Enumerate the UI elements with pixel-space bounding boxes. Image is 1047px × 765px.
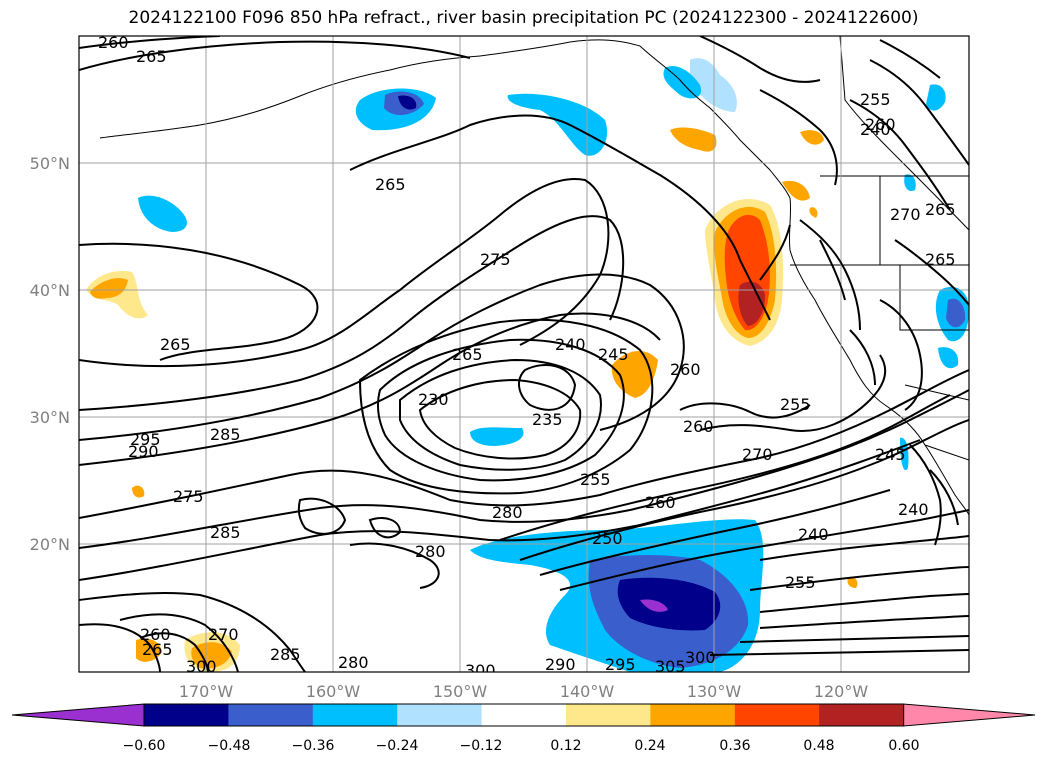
colorbar-segment	[312, 704, 398, 726]
contour-label: 240	[798, 525, 829, 544]
lon-label-170w: 170°W	[179, 682, 234, 701]
coastlines	[99, 36, 969, 516]
colorbar-segment	[228, 704, 314, 726]
contour-label: 230	[418, 390, 449, 409]
contour-label: 265	[142, 640, 173, 659]
lat-label-20n: 20°N	[30, 535, 70, 554]
colorbar-tick-label: 0.24	[634, 738, 665, 754]
lon-label-140w: 140°W	[560, 682, 615, 701]
colorbar-segment	[481, 704, 567, 726]
contour-label: 285	[210, 523, 241, 542]
contour-label: 265	[160, 335, 191, 354]
contour-label: 280	[492, 503, 523, 522]
contour-label: 255	[860, 90, 891, 109]
contour-label: 265	[452, 345, 483, 364]
contour-label: 255	[580, 470, 611, 489]
contour-label: 235	[532, 410, 563, 429]
colorbar-tick-label: −0.48	[208, 738, 251, 754]
contour-label: 265	[375, 175, 406, 194]
contour-label: 285	[270, 645, 301, 664]
contour-label: 275	[173, 487, 204, 506]
colorbar-tick-label: 0.36	[719, 738, 750, 754]
colorbar-tick-label: 0.48	[803, 738, 834, 754]
contour-label: 260	[683, 417, 714, 436]
contour-label: 265	[925, 200, 956, 219]
colorbar-tick-label: 0.12	[550, 738, 581, 754]
contour-label: 300	[685, 648, 716, 667]
map-area: 260 265 265 275 265 245 240 265 235 230 …	[79, 33, 969, 680]
map-frame	[78, 35, 970, 673]
colorbar-extend-left	[11, 703, 145, 727]
lon-label-150w: 150°W	[433, 682, 488, 701]
contour-label: 270	[890, 205, 921, 224]
colorbar-tick-label: −0.12	[460, 738, 503, 754]
colorbar-tick-label: −0.36	[292, 738, 335, 754]
contour-label: 255	[785, 573, 816, 592]
contour-label: 240	[898, 500, 929, 519]
lon-label-160w: 160°W	[306, 682, 361, 701]
lat-axis: 50°N 40°N 30°N 20°N	[30, 154, 70, 554]
contour-label: 280	[338, 653, 369, 672]
contour-label: 305	[655, 657, 686, 676]
colorbar-segment	[144, 704, 229, 726]
contour-label: 300	[465, 661, 496, 680]
contour-label: 290	[545, 655, 576, 674]
contour-label: 300	[186, 657, 217, 676]
contour-label: 260	[865, 115, 896, 134]
lon-label-120w: 120°W	[814, 682, 869, 701]
contour-label: 275	[480, 250, 511, 269]
colorbar-tick-labels: −0.60 −0.48 −0.36 −0.24 −0.12 0.12 0.24 …	[123, 738, 920, 754]
colorbar-segment	[734, 704, 820, 726]
contour-label: 260	[645, 493, 676, 512]
gridlines	[79, 36, 969, 672]
lat-label-30n: 30°N	[30, 408, 70, 427]
lon-label-130w: 130°W	[687, 682, 742, 701]
colorbar-extend-right	[903, 703, 1036, 727]
map-title: 2024122100 F096 850 hPa refract., river …	[128, 8, 919, 28]
colorbar: −0.60 −0.48 −0.36 −0.24 −0.12 0.12 0.24 …	[11, 703, 1036, 754]
contour-label: 290	[128, 442, 159, 461]
contour-labels: 260 265 265 275 265 245 240 265 235 230 …	[98, 33, 956, 680]
contour-label: 245	[875, 445, 906, 464]
contour-label: 280	[415, 542, 446, 561]
contour-label: 270	[742, 445, 773, 464]
colorbar-segment	[819, 704, 905, 726]
colorbar-segment	[650, 704, 736, 726]
contour-label: 265	[136, 47, 167, 66]
refractivity-contours	[79, 36, 969, 672]
lat-label-50n: 50°N	[30, 154, 70, 173]
contour-label: 295	[130, 430, 161, 449]
lon-axis: 170°W 160°W 150°W 140°W 130°W 120°W	[179, 682, 869, 701]
contour-label: 240	[555, 335, 586, 354]
colorbar-tick-label: −0.60	[123, 738, 166, 754]
colorbar-segments	[11, 703, 1036, 727]
colorbar-segment	[566, 704, 651, 726]
contour-label: 285	[210, 425, 241, 444]
contour-label: 250	[592, 529, 623, 548]
contour-label: 245	[598, 345, 629, 364]
contour-label: 240	[860, 120, 891, 139]
colorbar-frame	[143, 703, 905, 727]
contour-label: 270	[208, 625, 239, 644]
contour-label: 255	[780, 395, 811, 414]
contour-label: 260	[140, 625, 171, 644]
contour-label: 265	[925, 250, 956, 269]
contour-label: 260	[670, 360, 701, 379]
colorbar-tick-label: 0.60	[888, 738, 919, 754]
contour-label: 295	[605, 655, 636, 674]
contour-label: 260	[98, 33, 129, 52]
colorbar-segment	[397, 704, 483, 726]
colorbar-tick-label: −0.24	[376, 738, 419, 754]
lat-label-40n: 40°N	[30, 281, 70, 300]
